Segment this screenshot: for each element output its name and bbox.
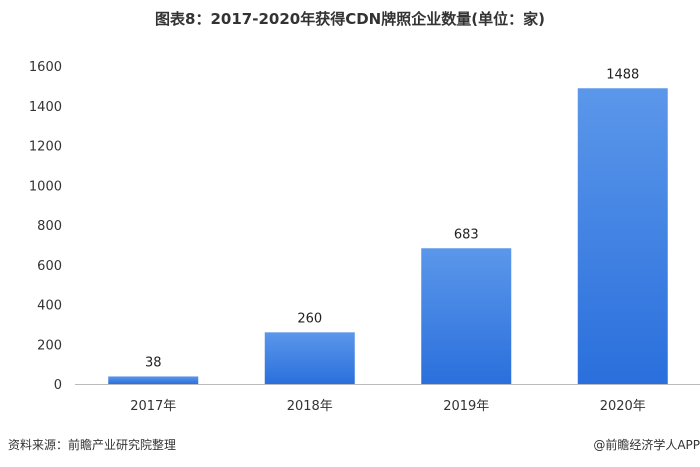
bar bbox=[577, 88, 668, 384]
x-tick-label: 2019年 bbox=[443, 399, 489, 414]
x-tick-label: 2017年 bbox=[130, 399, 176, 414]
y-tick-label: 1000 bbox=[29, 179, 62, 194]
x-tick-label: 2018年 bbox=[287, 399, 333, 414]
bar bbox=[421, 248, 512, 384]
data-label: 1488 bbox=[606, 67, 639, 82]
source-note: 资料来源：前瞻产业研究院整理 bbox=[8, 438, 177, 452]
y-tick-label: 400 bbox=[37, 299, 62, 314]
x-tick-label: 2020年 bbox=[600, 399, 646, 414]
y-tick-label: 800 bbox=[37, 219, 62, 234]
y-tick-label: 1400 bbox=[29, 100, 62, 115]
y-tick-label: 600 bbox=[37, 259, 62, 274]
data-label: 38 bbox=[145, 355, 162, 370]
y-tick-label: 0 bbox=[54, 378, 62, 393]
data-label: 260 bbox=[297, 311, 322, 326]
y-tick-label: 200 bbox=[37, 338, 62, 353]
y-tick-label: 1600 bbox=[29, 60, 62, 75]
y-tick-label: 1200 bbox=[29, 140, 62, 155]
credit-note: @前瞻经济学人APP bbox=[593, 438, 700, 452]
bar bbox=[264, 332, 355, 384]
chart-title: 图表8：2017-2020年获得CDN牌照企业数量(单位：家) bbox=[155, 10, 545, 28]
bar bbox=[108, 376, 199, 384]
data-label: 683 bbox=[454, 227, 479, 242]
